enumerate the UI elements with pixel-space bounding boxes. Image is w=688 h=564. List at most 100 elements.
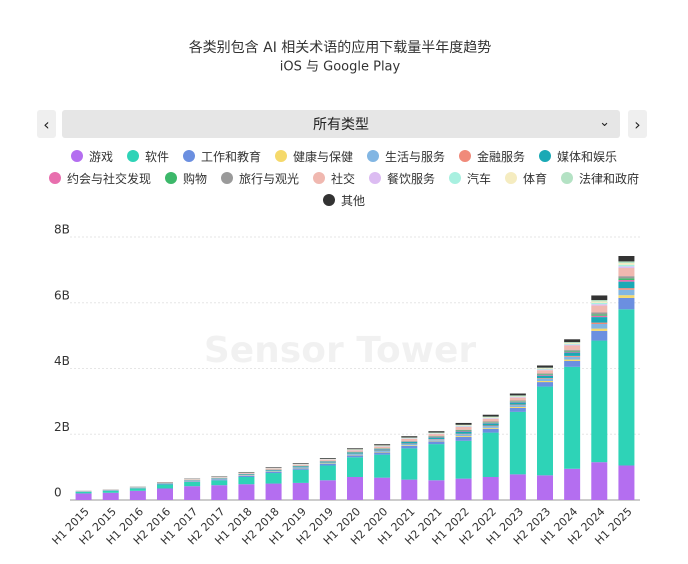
bar-segment bbox=[591, 323, 608, 329]
legend-item[interactable]: 购物 bbox=[164, 170, 207, 186]
legend-item[interactable]: 金融服务 bbox=[459, 148, 525, 164]
bar-segment bbox=[482, 421, 499, 423]
bar-segment bbox=[482, 428, 499, 433]
legend: 游戏 软件 工作和教育 健康与保健 生活与服务 金融服务 媒体和娱乐约会与社交发现 购物 旅行与… bbox=[40, 148, 648, 208]
legend-item[interactable]: 工作和教育 bbox=[182, 148, 261, 164]
bar-segment bbox=[618, 465, 635, 500]
bar-segment bbox=[374, 446, 391, 449]
bar-segment bbox=[482, 417, 499, 418]
legend-item[interactable]: 餐饮服务 bbox=[369, 170, 435, 186]
bar-segment bbox=[319, 465, 336, 481]
bar-segment bbox=[374, 477, 391, 500]
bar-segment bbox=[564, 349, 581, 351]
bar-segment bbox=[211, 485, 228, 500]
bar-segment bbox=[184, 481, 201, 482]
legend-label: 生活与服务 bbox=[385, 149, 446, 164]
bar-segment bbox=[537, 370, 553, 374]
legend-marker bbox=[322, 194, 335, 206]
legend-label: 游戏 bbox=[88, 149, 113, 164]
y-tick-label: 0 bbox=[54, 486, 62, 500]
bar-segment bbox=[564, 468, 581, 500]
legend-marker bbox=[164, 172, 177, 184]
bar-segment bbox=[591, 312, 608, 315]
next-button[interactable]: › bbox=[628, 110, 647, 138]
bar-segment bbox=[537, 367, 553, 369]
bar-segment bbox=[537, 373, 553, 375]
bar-segment bbox=[564, 360, 581, 367]
bar-segment bbox=[374, 449, 391, 451]
legend-item[interactable]: 生活与服务 bbox=[367, 148, 445, 164]
bar-segment bbox=[482, 414, 499, 417]
legend-item[interactable]: 旅行与观光 bbox=[220, 170, 299, 186]
bar-segment bbox=[347, 453, 363, 455]
legend-item[interactable]: 社交 bbox=[312, 170, 355, 186]
bar-segment bbox=[455, 437, 472, 441]
bar-segment bbox=[618, 266, 635, 269]
legend-label: 汽车 bbox=[467, 171, 492, 186]
bar-segment bbox=[537, 368, 553, 370]
chart-subtitle: iOS 与 Google Play bbox=[280, 60, 401, 75]
legend-item[interactable]: 游戏 bbox=[70, 148, 113, 164]
legend-item[interactable]: 法律和政府 bbox=[561, 170, 639, 186]
bar-segment bbox=[265, 468, 282, 470]
chart-title: 各类别包含 AI 相关术语的应用下载量半年度趋势 bbox=[189, 39, 492, 56]
bar-segment bbox=[157, 488, 173, 500]
bar-segment bbox=[428, 480, 445, 500]
bar-segment bbox=[401, 442, 418, 444]
bar-segment bbox=[537, 475, 553, 500]
bar-segment bbox=[265, 470, 282, 472]
bar-segment bbox=[374, 454, 391, 478]
y-tick-label: 4B bbox=[54, 354, 70, 368]
chevron: ⌄ bbox=[599, 115, 610, 130]
bar-segment bbox=[591, 295, 608, 301]
legend-item[interactable]: 软件 bbox=[126, 148, 169, 164]
legend-item[interactable]: 约会与社交发现 bbox=[48, 170, 151, 186]
bar-segment bbox=[428, 431, 445, 433]
bar-segment bbox=[509, 400, 526, 402]
legend-label: 其他 bbox=[340, 193, 365, 208]
bar-segment bbox=[428, 444, 445, 481]
legend-item[interactable]: 其他 bbox=[322, 192, 365, 208]
prev-button[interactable]: ‹ bbox=[37, 110, 56, 138]
bar-segment bbox=[347, 476, 363, 500]
bar-segment bbox=[428, 436, 445, 437]
bar-segment bbox=[482, 417, 499, 419]
bar-segment bbox=[618, 289, 635, 296]
bar-segment bbox=[537, 380, 553, 383]
legend-item[interactable]: 健康与保健 bbox=[274, 148, 353, 164]
bar-segment bbox=[537, 374, 553, 375]
legend-label: 法律和政府 bbox=[579, 171, 640, 186]
bar-segment bbox=[591, 462, 608, 500]
bar-segment bbox=[509, 405, 526, 407]
legend-marker bbox=[182, 150, 195, 162]
bar-segment bbox=[591, 330, 608, 341]
legend-label: 餐饮服务 bbox=[387, 171, 436, 186]
bar-segment bbox=[618, 256, 635, 262]
bar-segment bbox=[618, 297, 635, 310]
bar-segment bbox=[509, 395, 526, 397]
bar-segment bbox=[102, 492, 119, 500]
bar-segment bbox=[618, 276, 635, 279]
legend-item[interactable]: 体育 bbox=[505, 170, 547, 186]
legend-label: 健康与保健 bbox=[292, 149, 353, 164]
bar-segment bbox=[428, 439, 445, 441]
legend-marker bbox=[48, 172, 61, 184]
bar-segment bbox=[401, 443, 418, 446]
legend-marker bbox=[449, 172, 462, 184]
dropdown[interactable]: 所有类型 ⌄ bbox=[62, 110, 620, 138]
legend-item[interactable]: 媒体和娱乐 bbox=[539, 148, 617, 164]
bar-segment bbox=[564, 351, 581, 353]
legend-label: 体育 bbox=[523, 171, 548, 186]
legend-item[interactable]: 汽车 bbox=[449, 170, 491, 186]
bar-segment bbox=[455, 433, 472, 435]
bar-segment bbox=[482, 422, 499, 424]
bar-segment bbox=[428, 440, 445, 442]
bar-segment bbox=[265, 471, 282, 474]
bar-segment bbox=[509, 395, 526, 396]
bar-segment bbox=[618, 281, 635, 289]
bar-segment bbox=[347, 457, 363, 477]
bar-segment bbox=[455, 430, 472, 431]
y-tick-label: 8B bbox=[54, 223, 70, 237]
bar-segment bbox=[509, 401, 526, 402]
